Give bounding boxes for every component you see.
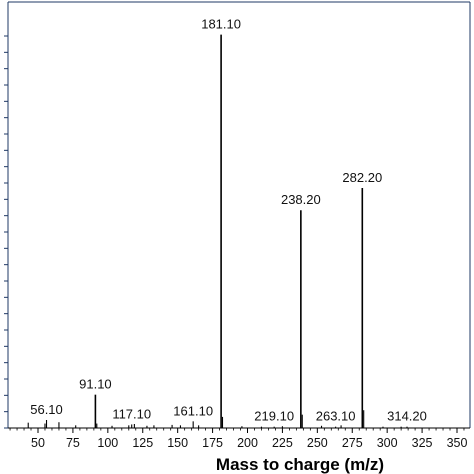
x-tick-label: 150 xyxy=(167,436,188,450)
peak-label: 219.10 xyxy=(254,409,294,424)
x-tick-label: 125 xyxy=(132,436,153,450)
peak-label: 56.10 xyxy=(30,402,63,417)
peak-label: 238.20 xyxy=(281,192,321,207)
x-tick-label: 250 xyxy=(307,436,328,450)
peak-label: 161.10 xyxy=(173,403,213,418)
x-tick-label: 350 xyxy=(447,436,468,450)
x-tick-label: 175 xyxy=(202,436,223,450)
x-tick-label: 325 xyxy=(412,436,433,450)
x-axis-ticks: 50 75 100 125 150 175 200 225 250 275 300 325 350 xyxy=(9,428,468,450)
plot-frame xyxy=(7,1,471,429)
x-tick-label: 300 xyxy=(377,436,398,450)
x-tick-label: 225 xyxy=(272,436,293,450)
x-tick-label: 100 xyxy=(97,436,118,450)
peak-label: 263.10 xyxy=(316,409,356,424)
x-tick-label: 275 xyxy=(342,436,363,450)
peak-label: 282.20 xyxy=(342,170,382,185)
x-tick-label: 75 xyxy=(66,436,80,450)
peak-lines xyxy=(27,34,408,428)
y-axis-ticks xyxy=(4,35,8,429)
peak-labels: 181.10 282.20 238.20 91.10 56.10 117.10 161.10… xyxy=(30,17,427,424)
x-axis-label: Mass to charge (m/z) xyxy=(216,455,384,474)
peak-label: 91.10 xyxy=(79,377,112,392)
x-tick-label: 200 xyxy=(237,436,258,450)
peak-label: 181.10 xyxy=(201,17,241,32)
x-tick-label: 50 xyxy=(31,436,45,450)
peak-label: 314.20 xyxy=(387,409,427,424)
peak-label: 117.10 xyxy=(112,406,151,421)
